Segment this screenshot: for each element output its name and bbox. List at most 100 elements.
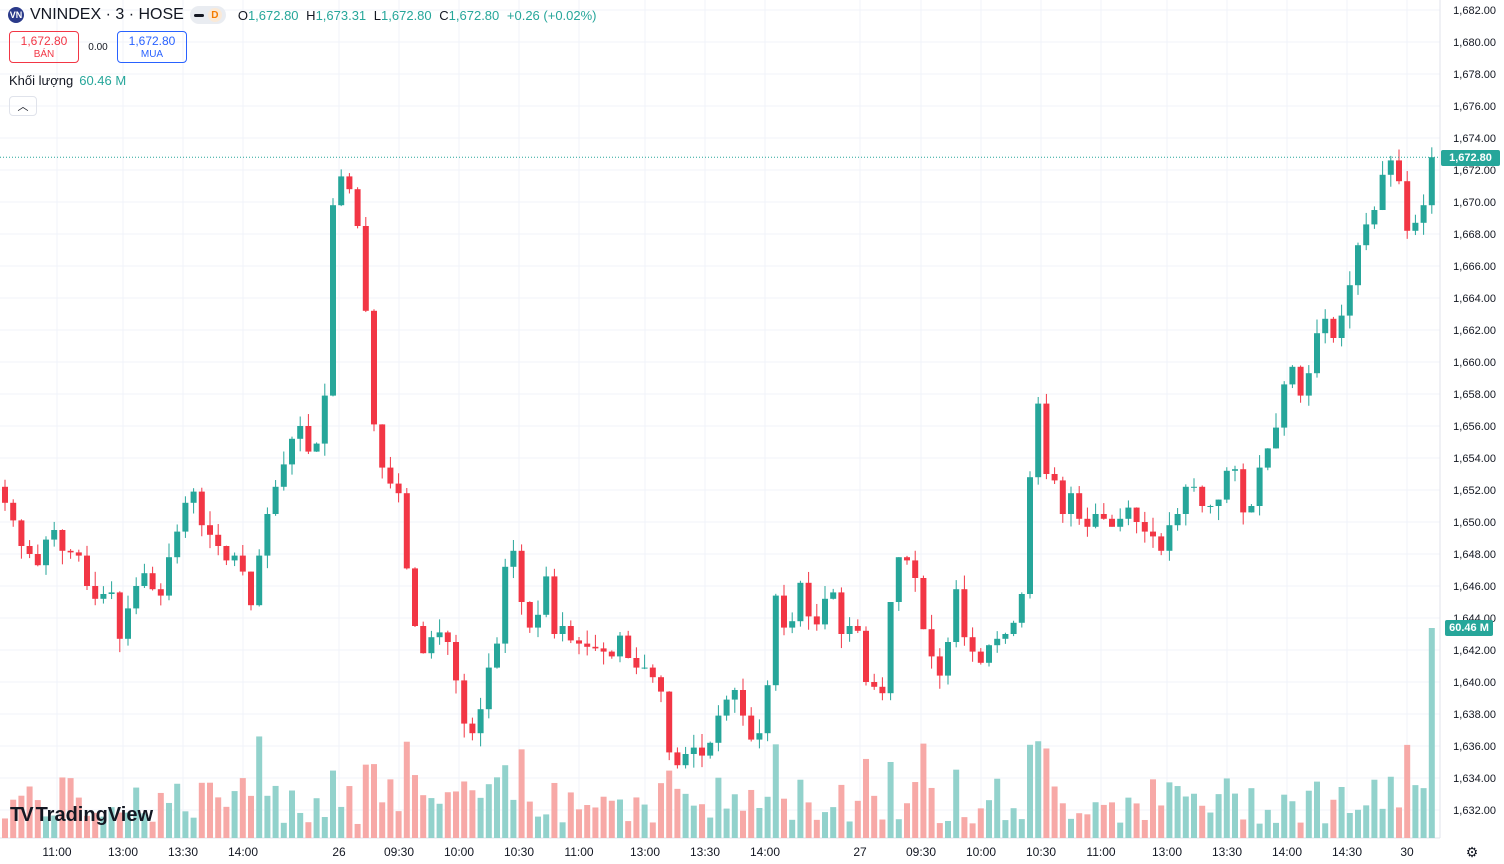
volume-bar [92, 812, 99, 838]
volume-bar [526, 801, 533, 838]
volume-bar [362, 764, 369, 838]
volume-legend: Khối lượng 60.46 M [9, 73, 126, 88]
candle-body [1273, 427, 1279, 449]
candle-body [469, 723, 476, 734]
change-value: +0.26 (+0.02%) [506, 7, 597, 23]
volume-bar [100, 816, 107, 838]
candle-body [772, 595, 779, 686]
volume-bar [10, 799, 17, 838]
candle-body [485, 667, 492, 710]
volume-bar [1232, 793, 1238, 838]
candle-body [1420, 205, 1427, 223]
candle-body [1215, 499, 1222, 506]
sell-button[interactable]: 1,672.80 BÁN [9, 31, 79, 63]
candle-body [1232, 469, 1238, 471]
candle-body [1346, 285, 1353, 316]
candle-body [1338, 315, 1345, 338]
time-tick-label: 13:00 [108, 845, 138, 859]
volume-bar [600, 796, 607, 838]
volume-bar [231, 791, 238, 838]
candle-body [936, 656, 943, 676]
volume-bar [444, 792, 451, 838]
candle-body [1174, 514, 1181, 526]
volume-bar [805, 802, 812, 838]
candle-body [1117, 518, 1124, 527]
volume-bar [830, 807, 837, 838]
time-tick-label: 14:00 [228, 845, 258, 859]
volume-bar [1273, 822, 1279, 838]
volume-bar [641, 804, 648, 838]
buy-button[interactable]: 1,672.80 MUA [117, 31, 187, 63]
volume-bar [280, 822, 287, 838]
candle-body [1404, 181, 1411, 231]
volume-bar [453, 791, 459, 838]
close-value: 1,672.80 [448, 7, 500, 23]
tradingview-logo[interactable]: TV TradingView [10, 804, 153, 827]
symbol-title[interactable]: VNINDEX · 3 · HOSE [30, 6, 184, 23]
volume-bar [502, 765, 509, 838]
volume-bar [403, 741, 410, 838]
volume-bar [535, 816, 541, 838]
volume-bar [1182, 796, 1189, 838]
candle-body [699, 747, 705, 756]
candle-body [1043, 403, 1050, 474]
candle-body [846, 626, 853, 634]
volume-bar [559, 822, 566, 838]
price-tick-label: 1,682.00 [1453, 5, 1496, 17]
volume-bar [748, 789, 755, 838]
candle-body [1240, 469, 1247, 513]
candle-body [953, 589, 960, 642]
candle-body [1281, 384, 1288, 428]
price-tick-label: 1,646.00 [1453, 581, 1496, 593]
volume-bar [264, 795, 271, 838]
candle-body [190, 491, 197, 503]
volume-bar [551, 782, 558, 838]
volume-bar [961, 817, 968, 838]
volume-bar [1174, 786, 1181, 838]
volume-bar [1018, 819, 1025, 838]
volume-bar [666, 770, 673, 838]
candle-body [395, 483, 402, 494]
candle-body [174, 531, 181, 558]
time-tick-label: 10:30 [1026, 845, 1056, 859]
candle-body [920, 578, 927, 630]
time-tick-label: 10:30 [504, 845, 534, 859]
candle-body [346, 176, 353, 190]
volume-bar [1355, 809, 1361, 838]
candle-body [526, 602, 533, 628]
candle-body [781, 595, 787, 628]
interval-pill[interactable]: D [189, 6, 226, 24]
time-tick-label: 11:00 [564, 845, 593, 859]
gear-icon[interactable]: ⚙ [1465, 844, 1479, 860]
candle-body [1428, 157, 1435, 206]
volume-bar [1256, 823, 1263, 838]
volume-bar [1133, 803, 1140, 838]
price-tick-label: 1,680.00 [1453, 37, 1496, 49]
time-tick-label: 14:30 [1332, 845, 1362, 859]
time-tick-label: 10:00 [966, 845, 996, 859]
candle-body [198, 491, 205, 526]
collapse-legend-button[interactable]: ︿ [9, 96, 37, 116]
volume-bar [297, 812, 304, 838]
candle-body [1018, 594, 1025, 623]
candle-body [863, 630, 869, 682]
candle-body [510, 550, 517, 567]
candle-body [1158, 536, 1165, 551]
spread-value: 0.00 [88, 41, 108, 53]
candle-body [108, 592, 115, 594]
candle-body [166, 557, 172, 596]
volume-bar [18, 795, 25, 838]
candle-body [92, 586, 99, 599]
candle-body [133, 586, 140, 609]
candle-body [748, 715, 755, 740]
candle-body [1363, 224, 1370, 246]
candle-body [272, 486, 279, 514]
low-label: L [373, 7, 382, 23]
candle-body [961, 589, 968, 638]
candle-body [100, 594, 107, 599]
candle-body [1330, 318, 1337, 338]
volume-bar [1281, 794, 1288, 838]
volume-bar [215, 797, 222, 838]
volume-bar [764, 796, 771, 838]
